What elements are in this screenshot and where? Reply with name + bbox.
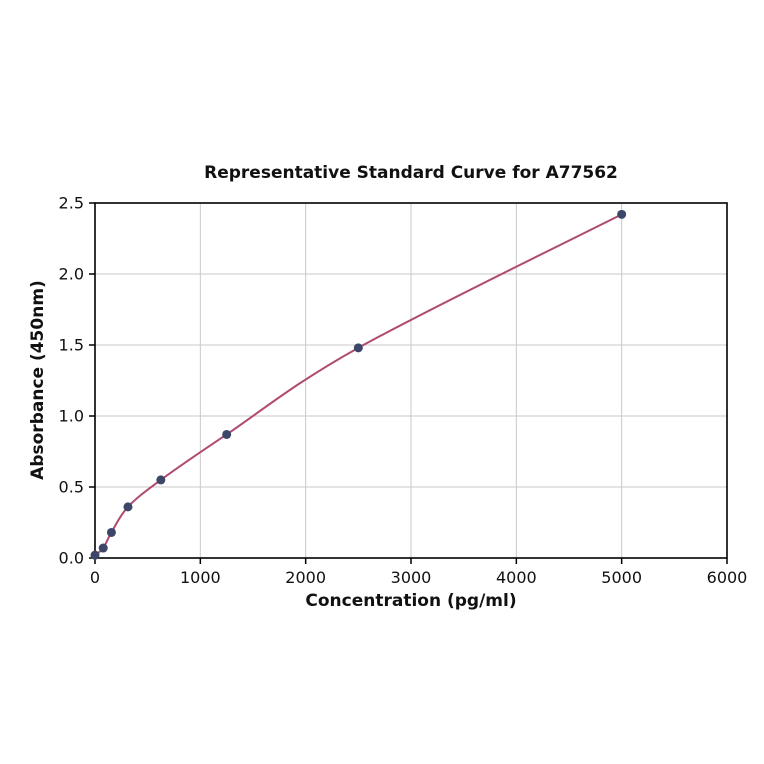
x-tick-label: 6000 — [707, 568, 748, 587]
data-point — [123, 502, 133, 512]
data-point — [353, 343, 363, 353]
data-point — [156, 475, 166, 485]
x-tick-label: 5000 — [601, 568, 642, 587]
data-point — [617, 209, 627, 219]
y-tick-label: 2.0 — [59, 265, 84, 284]
x-axis-label: Concentration (pg/ml) — [305, 591, 517, 611]
y-tick-label: 1.5 — [59, 336, 84, 355]
x-tick-label: 0 — [90, 568, 100, 587]
standard-curve-line — [94, 213, 623, 557]
y-tick-label: 1.0 — [59, 407, 84, 426]
x-tick-label: 3000 — [391, 568, 432, 587]
y-tick-label: 0.0 — [59, 549, 84, 568]
chart-title: Representative Standard Curve for A77562 — [204, 163, 618, 183]
x-tick-label: 4000 — [496, 568, 537, 587]
plot-border — [94, 202, 728, 559]
y-tick-label: 2.5 — [59, 194, 84, 213]
x-tick-label: 1000 — [180, 568, 221, 587]
data-point — [98, 543, 108, 553]
data-point — [222, 429, 232, 439]
y-tick-label: 0.5 — [59, 478, 84, 497]
data-point — [90, 550, 100, 560]
x-tick-label: 2000 — [285, 568, 326, 587]
data-point — [106, 527, 116, 537]
